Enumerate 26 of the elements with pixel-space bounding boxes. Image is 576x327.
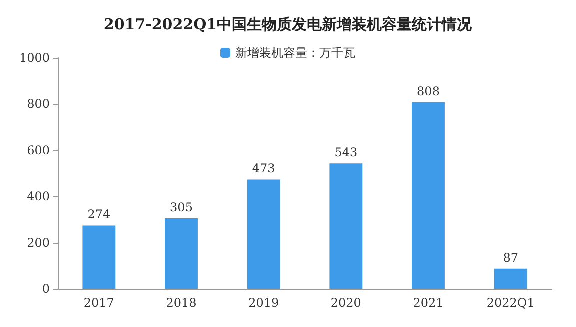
bar: [165, 218, 198, 289]
y-tick-label: 200: [27, 236, 50, 250]
bar: [82, 226, 116, 289]
y-tick-label: 1000: [19, 51, 50, 65]
legend-label: 新增装机容量：万千瓦: [236, 46, 356, 60]
x-tick-label: 2017: [84, 296, 114, 310]
y-tick-label: 400: [27, 190, 50, 204]
y-tick-label: 800: [27, 97, 50, 112]
data-label: 473: [252, 162, 276, 176]
x-tick-label: 2021: [413, 296, 444, 310]
bar: [494, 268, 528, 289]
x-tick-label: 2022Q1: [486, 296, 535, 310]
x-tick-label: 2018: [166, 296, 197, 310]
data-label: 87: [503, 250, 518, 265]
bar: [247, 180, 280, 289]
bar: [330, 164, 363, 289]
x-tick-label: 2019: [248, 296, 280, 310]
data-label: 543: [334, 146, 358, 160]
data-label: 808: [417, 84, 440, 98]
data-label: 305: [170, 200, 193, 215]
bar: [412, 102, 445, 289]
data-label: 274: [88, 208, 111, 222]
x-tick-label: 2020: [330, 296, 362, 310]
y-tick-label: 600: [27, 143, 50, 158]
chart-title: 2017-2022Q1中国生物质发电新增装机容量统计情况: [104, 16, 474, 34]
y-tick-label: 0: [42, 282, 50, 296]
